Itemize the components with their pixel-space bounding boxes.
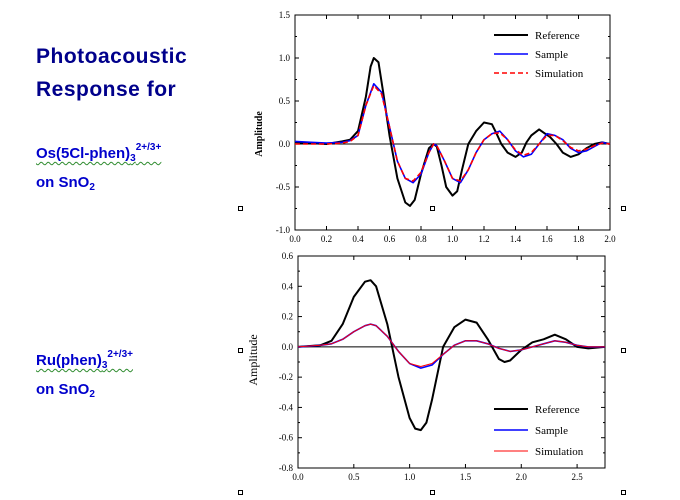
compound-1-substrate: on SnO2 bbox=[36, 171, 161, 200]
legend-label-simulation: Simulation bbox=[535, 446, 584, 458]
selection-handle[interactable] bbox=[621, 206, 626, 211]
selection-handle[interactable] bbox=[238, 348, 243, 353]
y-tick-label: 0.5 bbox=[279, 96, 291, 106]
legend-label-sample: Sample bbox=[535, 49, 568, 61]
x-tick-label: 1.6 bbox=[541, 234, 553, 244]
y-axis-label: Amplitude bbox=[254, 111, 265, 157]
y-tick-label: 0.0 bbox=[279, 139, 291, 149]
chart-1: 0.0 0.2 0.4 0.6 0.8 1.0 1.2 1.4 1.6 1.8 2.0 1.5 1.0 0… bbox=[254, 10, 616, 244]
series-line-simulation bbox=[297, 323, 605, 367]
compound-1-label: Os(5Cl-phen)32+/3+ on SnO2 bbox=[36, 136, 161, 200]
y-tick-label: 0.4 bbox=[282, 281, 294, 291]
compound-1-subscript: 3 bbox=[130, 153, 136, 164]
selection-handle[interactable] bbox=[238, 206, 243, 211]
y-tick-label: -0.5 bbox=[276, 182, 291, 192]
y-tick-label: -0.6 bbox=[279, 433, 294, 443]
compound-1-on-subscript: 2 bbox=[89, 182, 95, 193]
x-tick-label: 1.4 bbox=[510, 234, 522, 244]
y-tick-label: 0.6 bbox=[282, 251, 294, 261]
x-tick-label: 1.0 bbox=[447, 234, 459, 244]
series-line-sample bbox=[294, 83, 611, 184]
legend-label-simulation: Simulation bbox=[535, 68, 584, 80]
chart-2: 0.0 0.5 1.0 1.5 2.0 2.5 0.6 0.4 0.2 0.0 -0.2 -0.4 -0… bbox=[246, 251, 606, 482]
compound-2-on: on SnO bbox=[36, 381, 90, 398]
compound-1-name: Os(5Cl-phen) bbox=[36, 145, 131, 162]
legend-label-sample: Sample bbox=[535, 425, 568, 437]
y-tick-label: 0.2 bbox=[282, 312, 293, 322]
selection-handle[interactable] bbox=[621, 348, 626, 353]
x-tick-label: 0.0 bbox=[292, 472, 304, 482]
plot-frame bbox=[294, 14, 611, 231]
compound-2-charge: 2+/3+ bbox=[107, 349, 133, 360]
x-tick-label: 0.2 bbox=[321, 234, 332, 244]
y-tick-label: 1.5 bbox=[279, 10, 291, 20]
y-tick-label: -0.2 bbox=[279, 372, 293, 382]
compound-2-subscript: 3 bbox=[101, 360, 108, 371]
selection-handle[interactable] bbox=[621, 490, 626, 495]
y-tick-label: -1.0 bbox=[276, 225, 291, 235]
legend-label-reference: Reference bbox=[535, 30, 580, 42]
selection-handle[interactable] bbox=[238, 490, 243, 495]
x-tick-label: 0.6 bbox=[384, 234, 396, 244]
compound-1-formula: Os(5Cl-phen)32+/3+ bbox=[36, 136, 161, 171]
x-tick-label: 2.0 bbox=[516, 472, 528, 482]
compound-2-formula: Ru(phen)32+/3+ bbox=[36, 343, 133, 378]
compound-2-label: Ru(phen)32+/3+ on SnO2 bbox=[36, 343, 133, 407]
compound-1-on: on SnO bbox=[36, 174, 90, 191]
y-tick-label: 0.0 bbox=[282, 342, 294, 352]
series-line-reference bbox=[294, 57, 611, 207]
compound-2-substrate: on SnO2 bbox=[36, 378, 133, 407]
x-tick-label: 0.0 bbox=[289, 234, 301, 244]
x-tick-label: 1.5 bbox=[460, 472, 472, 482]
x-tick-label: 1.0 bbox=[404, 472, 416, 482]
x-tick-label: 1.2 bbox=[478, 234, 489, 244]
selection-handle[interactable] bbox=[430, 206, 435, 211]
selection-handle[interactable] bbox=[430, 490, 435, 495]
slide-title: Photoacoustic Response for bbox=[36, 40, 236, 106]
title-line-1: Photoacoustic bbox=[36, 45, 188, 68]
y-tick-label: -0.8 bbox=[279, 463, 294, 473]
y-axis-label: Amplitude bbox=[246, 334, 260, 385]
series-line-simulation bbox=[295, 84, 611, 182]
x-tick-label: 0.8 bbox=[415, 234, 427, 244]
x-tick-label: 0.4 bbox=[352, 234, 364, 244]
y-tick-label: 1.0 bbox=[279, 53, 291, 63]
compound-2-name: Ru(phen) bbox=[36, 352, 102, 369]
x-tick-label: 2.0 bbox=[604, 234, 616, 244]
compound-1-charge: 2+/3+ bbox=[135, 142, 162, 153]
x-tick-label: 0.5 bbox=[348, 472, 360, 482]
series-line-reference bbox=[297, 279, 606, 432]
y-tick-label: -0.4 bbox=[279, 402, 294, 412]
legend-label-reference: Reference bbox=[535, 404, 580, 416]
x-tick-label: 2.5 bbox=[571, 472, 583, 482]
compound-2-on-subscript: 2 bbox=[89, 389, 95, 400]
x-tick-label: 1.8 bbox=[573, 234, 585, 244]
title-line-2: Response for bbox=[36, 78, 177, 101]
